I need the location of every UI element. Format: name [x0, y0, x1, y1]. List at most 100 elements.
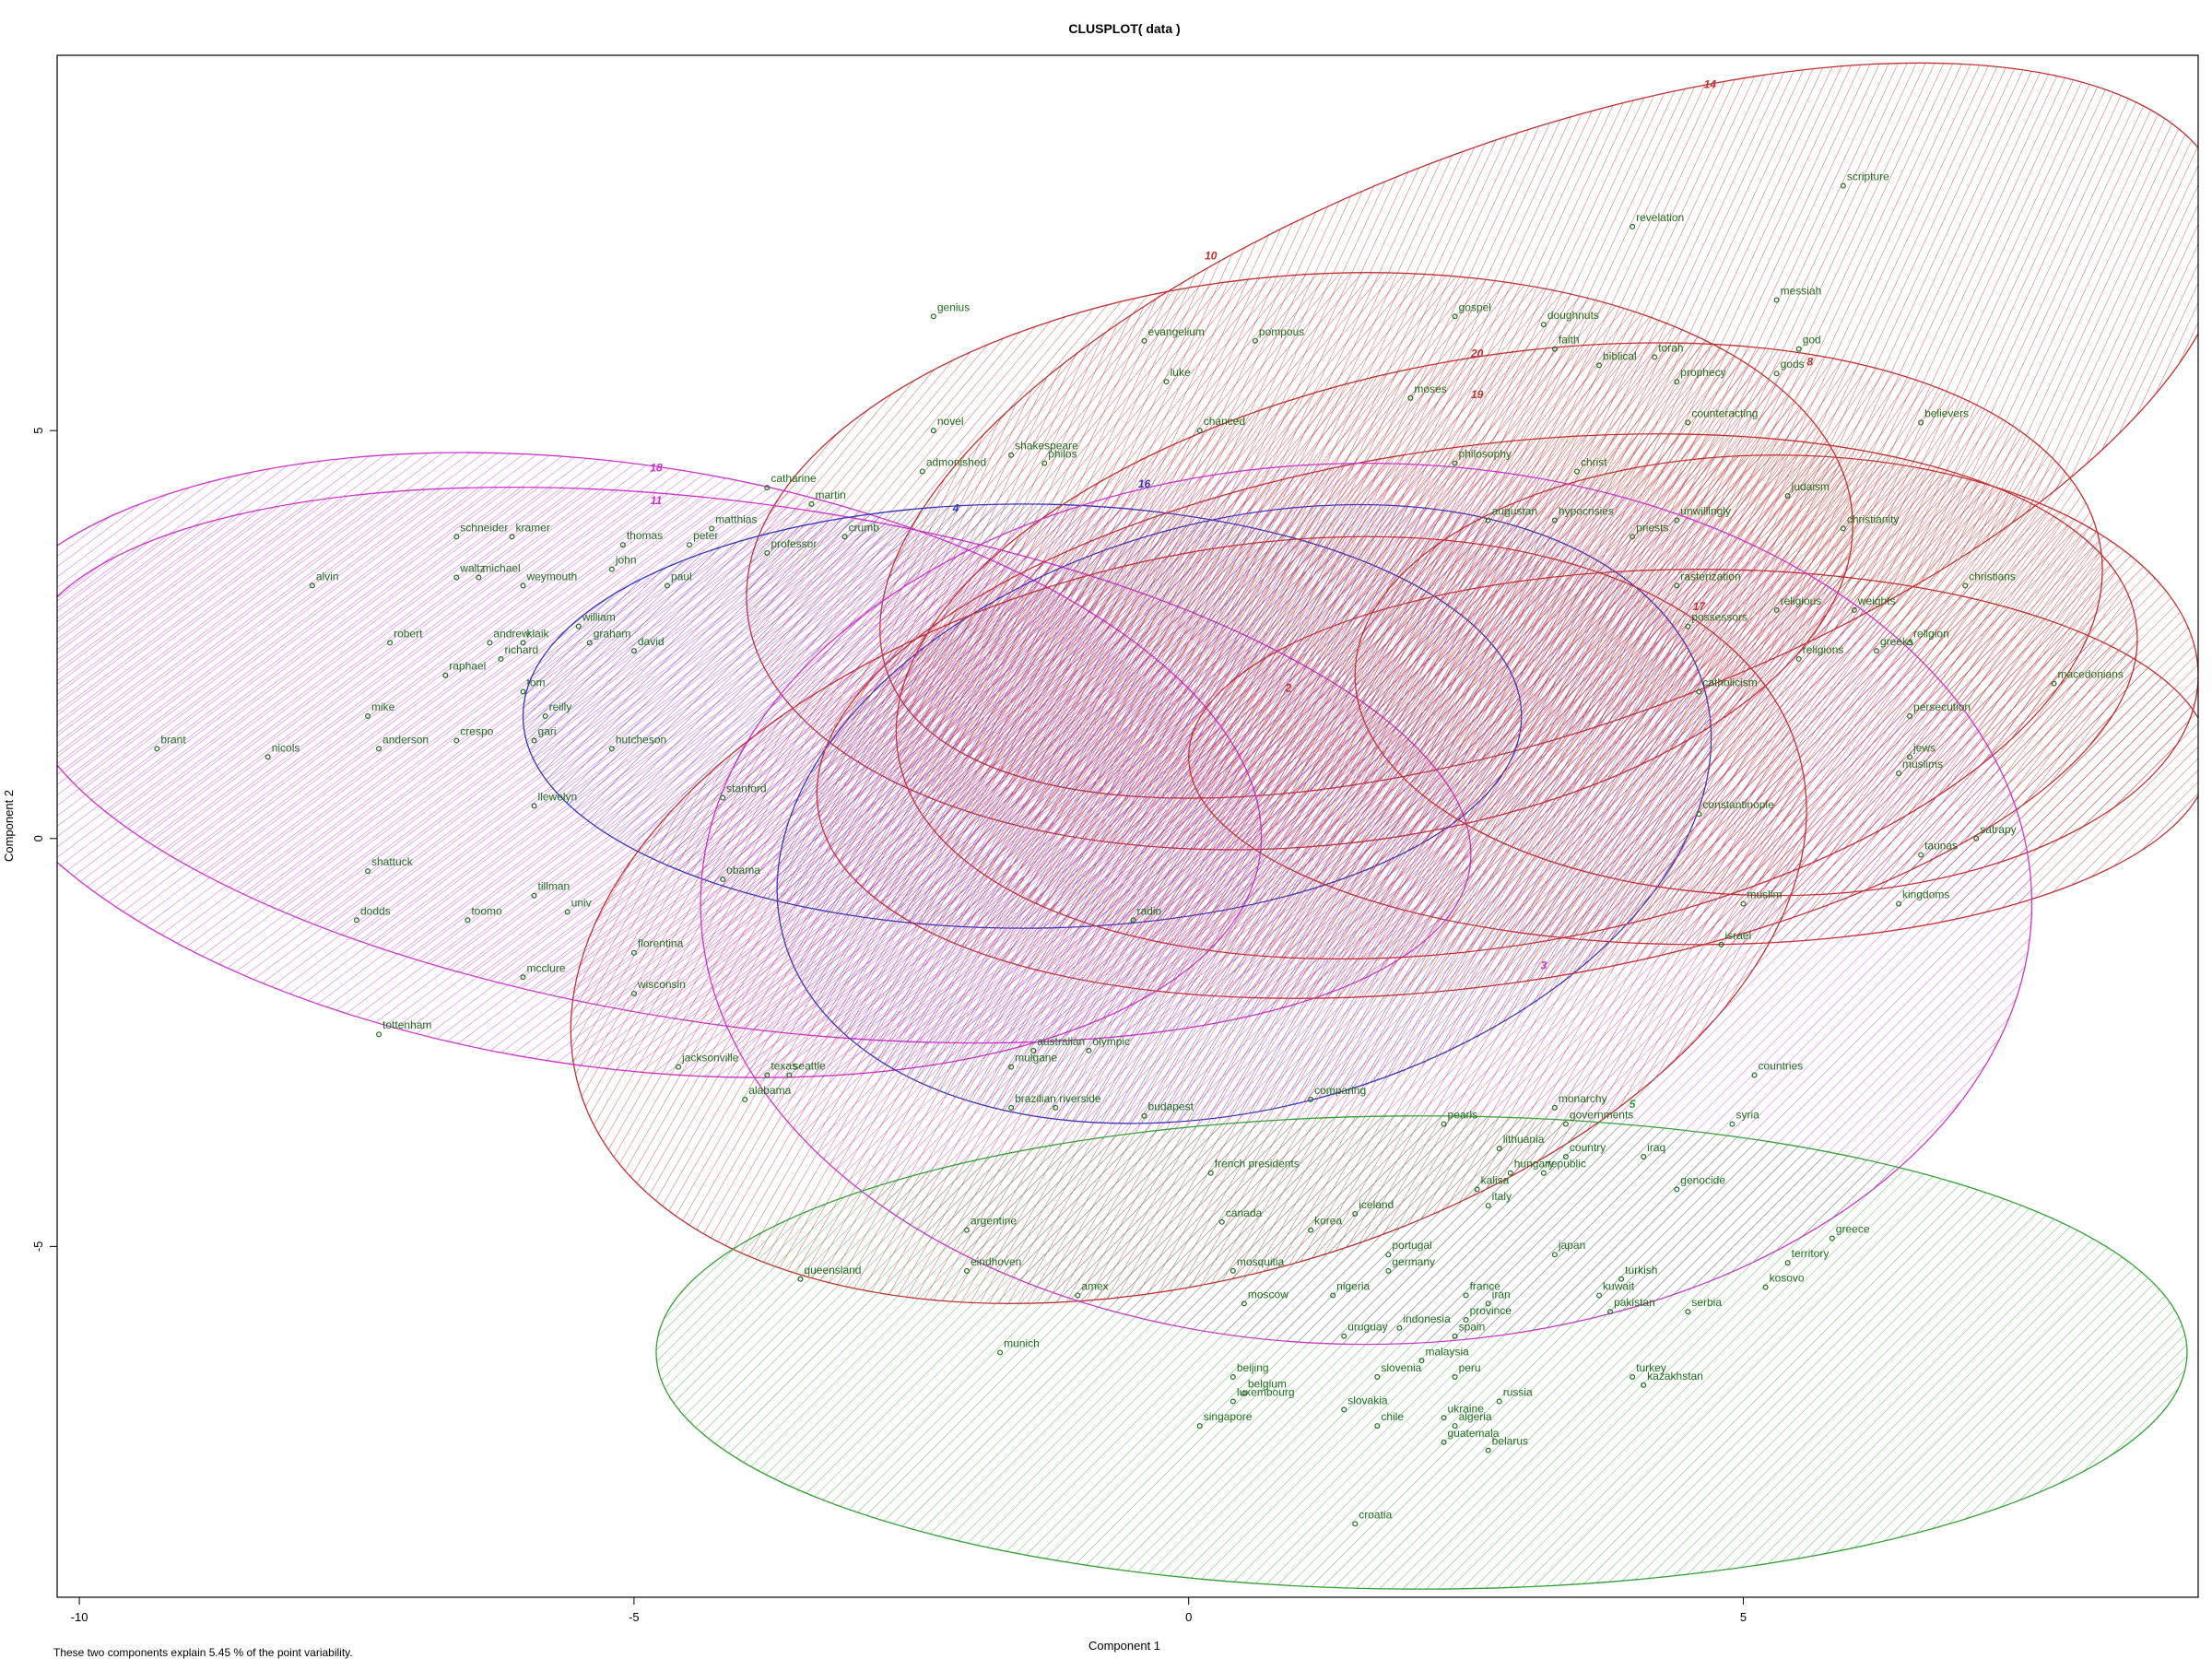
point-marker-126	[1463, 1292, 1469, 1299]
point-marker-22	[1685, 419, 1691, 426]
point-marker-89	[520, 974, 526, 981]
point-marker-12	[1141, 337, 1147, 344]
point-label: chanced	[1204, 415, 1245, 428]
point-label: matthias	[715, 512, 757, 525]
point-label: gods	[1781, 358, 1805, 371]
point-marker-13	[1252, 337, 1258, 344]
point-label: revelation	[1636, 211, 1684, 224]
point-label: beijing	[1237, 1361, 1269, 1374]
point-marker-8	[1551, 346, 1558, 352]
point-marker-94	[797, 1276, 804, 1282]
point-marker-121	[1330, 1292, 1336, 1299]
point-marker-26	[1840, 525, 1846, 532]
point-label: gari	[538, 725, 557, 738]
point-marker-37	[687, 542, 693, 548]
point-marker-2	[1773, 297, 1780, 303]
point-label: toomo	[471, 904, 502, 917]
cluster-label-18: 18	[650, 461, 663, 474]
point-label: riverside	[1059, 1092, 1101, 1105]
point-label: professor	[771, 537, 817, 550]
point-marker-163	[1207, 1170, 1214, 1176]
y-tick-label: 5	[31, 428, 45, 434]
point-label: province	[1470, 1304, 1512, 1317]
point-label: eindhoven	[971, 1255, 1021, 1268]
point-label: croatia	[1359, 1508, 1392, 1521]
point-label: japan	[1558, 1239, 1585, 1252]
point-marker-20	[1041, 460, 1048, 466]
point-marker-46	[1674, 582, 1680, 589]
y-tick-label: -5	[31, 1241, 45, 1253]
point-marker-122	[1241, 1300, 1247, 1307]
point-marker-139	[1230, 1398, 1236, 1405]
point-label: stanford	[726, 782, 766, 795]
point-marker-159	[1441, 1121, 1447, 1127]
point-marker-125	[1596, 1292, 1603, 1299]
point-label: turkish	[1625, 1264, 1657, 1277]
point-label: genius	[937, 300, 970, 313]
point-label: obama	[726, 864, 760, 877]
point-label: anderson	[382, 733, 429, 746]
point-label: guatemala	[1448, 1427, 1500, 1440]
point-marker-42	[453, 574, 460, 581]
variability-footnote: These two components explain 5.45 % of t…	[53, 1646, 353, 1659]
point-marker-144	[1441, 1415, 1447, 1421]
point-marker-66	[487, 640, 493, 646]
point-marker-56	[1907, 754, 1913, 760]
point-label: algeria	[1459, 1410, 1492, 1423]
point-label: brazilian	[1015, 1092, 1056, 1105]
point-marker-43	[520, 582, 526, 589]
point-label: republic	[1547, 1158, 1586, 1171]
point-label: klaik	[527, 627, 550, 640]
point-marker-137	[1230, 1373, 1236, 1380]
cluster-label-8: 8	[1806, 355, 1813, 368]
point-marker-29	[1551, 517, 1558, 524]
point-marker-14	[1163, 379, 1170, 385]
point-label: thomas	[627, 529, 663, 542]
point-label: moscow	[1248, 1288, 1288, 1300]
point-marker-111	[1674, 1186, 1680, 1193]
point-label: richard	[504, 643, 538, 656]
point-label: kazakhstan	[1647, 1370, 1703, 1382]
point-marker-138	[1241, 1390, 1247, 1396]
point-marker-97	[1075, 1292, 1081, 1299]
point-marker-48	[1773, 606, 1780, 613]
cluster-label-4: 4	[952, 502, 959, 515]
point-marker-4	[1773, 371, 1780, 377]
point-label: crumb	[849, 521, 880, 534]
point-marker-140	[1630, 1373, 1636, 1380]
point-marker-62	[1896, 900, 1902, 907]
point-label: tottenham	[382, 1018, 431, 1031]
point-marker-93	[676, 1064, 682, 1070]
point-label: greeks	[1880, 635, 1913, 648]
point-marker-109	[1540, 1170, 1547, 1176]
point-marker-157	[1130, 917, 1136, 924]
point-label: alvin	[316, 570, 339, 582]
point-marker-98	[997, 1349, 1004, 1356]
point-label: religious	[1781, 594, 1822, 607]
point-marker-149	[1485, 1447, 1491, 1453]
point-marker-60	[1973, 835, 1980, 841]
point-marker-27	[1674, 517, 1680, 524]
point-label: reilly	[549, 700, 572, 713]
point-marker-90	[630, 949, 637, 956]
point-label: rasterization	[1680, 570, 1740, 582]
point-marker-71	[498, 656, 504, 663]
point-marker-58	[1696, 688, 1702, 695]
y-axis-label: Component 2	[2, 790, 16, 862]
cluster-label-16: 16	[1138, 477, 1151, 490]
point-marker-6	[1674, 379, 1680, 385]
point-label: portugal	[1392, 1239, 1431, 1252]
point-label: believers	[1924, 406, 1969, 419]
point-marker-108	[1562, 1153, 1569, 1159]
point-marker-128	[1607, 1309, 1614, 1315]
point-label: admonished	[926, 455, 986, 468]
point-marker-156	[1008, 1104, 1015, 1111]
x-tick-label: 0	[1185, 1610, 1192, 1624]
point-label: tom	[527, 676, 546, 688]
point-label: slovakia	[1347, 1394, 1388, 1406]
point-label: iceland	[1359, 1198, 1394, 1211]
point-marker-78	[453, 737, 460, 744]
point-marker-110	[1641, 1153, 1647, 1159]
point-label: luke	[1171, 366, 1191, 379]
point-label: shakespeare	[1015, 440, 1078, 453]
